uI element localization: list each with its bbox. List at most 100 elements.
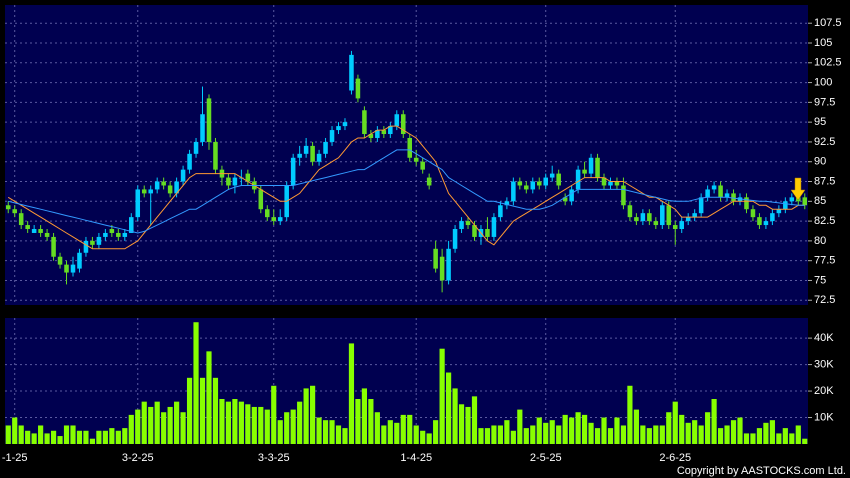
volume-bar [685,422,691,444]
candle-body [271,217,277,222]
volume-bar [387,420,393,444]
candle-body [783,201,788,210]
candle-body [297,153,302,158]
candle-body [5,205,11,210]
volume-bar [517,409,523,444]
volume-bar [264,409,270,444]
volume-bar [407,414,413,444]
volume-bar [698,425,704,444]
y-tick-label: 80 [814,235,826,247]
volume-bar [102,430,108,444]
volume-bar [536,417,542,444]
y-tick-label: 82.5 [814,215,835,227]
y-tick-label: 77.5 [814,255,835,267]
candle-body [705,189,710,198]
volume-bar [206,351,212,444]
volume-bar [711,399,717,444]
volume-bar [465,406,471,444]
candle-body [232,177,238,186]
candle-body [556,173,561,186]
candle-body [621,185,626,206]
candle-body [543,177,548,186]
candle-body [206,98,212,142]
volume-bar [5,425,11,444]
volume-bar [245,404,251,444]
volume-bar [750,433,756,444]
x-tick-label: 2-6-25 [659,452,691,464]
volume-bar [504,420,510,444]
y-tick-label: 95 [814,116,826,128]
volume-bar [646,428,652,444]
candle-body [530,181,536,190]
volume-bar [174,401,180,444]
volume-bar [763,422,769,444]
volume-bar [96,430,102,444]
volume-bar [659,425,665,444]
volume-bar [478,428,484,444]
volume-bar [76,430,83,444]
candle-body [329,130,335,142]
volume-bar [802,438,808,444]
candle-body [400,114,406,135]
candle-body [601,177,607,186]
y-tick-label: 30K [814,358,834,370]
volume-bar [57,436,63,444]
volume-bar [193,322,199,444]
candle-body [70,264,76,273]
candle-body [64,264,69,273]
volume-bar [335,425,342,444]
volume-bar [607,428,614,444]
candle-body [465,221,471,226]
volume-bar [672,401,678,444]
volume-bar [109,428,115,444]
volume-bar [795,425,801,444]
volume-bar [633,409,639,444]
volume-bar [322,420,329,444]
volume-bar [148,406,154,444]
y-tick-label: 10K [814,411,834,423]
volume-bar [491,425,497,444]
volume-bar [38,425,44,444]
volume-bar [743,433,750,444]
candle-body [426,177,432,186]
volume-bar [452,388,458,444]
volume-bar [782,428,788,444]
candle-body [679,221,684,230]
candle-body [77,252,82,269]
candle-body [167,185,173,194]
y-tick-label: 90 [814,156,826,168]
volume-bar [614,417,620,444]
volume-bar [303,388,309,444]
volume-bar [186,377,193,444]
y-tick-label: 107.5 [814,17,842,29]
x-tick-label: -1-25 [2,452,28,464]
volume-bar [400,414,406,444]
candle-body [634,217,639,222]
volume-bar [426,433,432,444]
volume-bar [394,422,400,444]
volume-bar [348,343,355,444]
volume-bar [374,412,380,444]
candle-body [472,225,477,237]
candle-body [38,229,43,233]
candle-body [12,209,17,214]
volume-bar [569,417,575,444]
candle-body [213,141,218,170]
volume-bar [355,399,361,444]
candle-body [342,122,348,127]
candle-body [614,181,620,186]
volume-bar [737,417,743,444]
candle-body [666,205,672,226]
volume-bar [135,409,141,444]
volume-bar [342,428,348,444]
candle-body [349,54,354,91]
volume-bar [556,425,562,444]
volume-bar [70,425,76,444]
candle-body [375,130,380,138]
candle-body [44,232,50,237]
candle-body [653,221,659,226]
candle-body [498,205,503,218]
candle-body [685,217,691,222]
candle-body [789,197,795,202]
candle-body [362,110,367,135]
